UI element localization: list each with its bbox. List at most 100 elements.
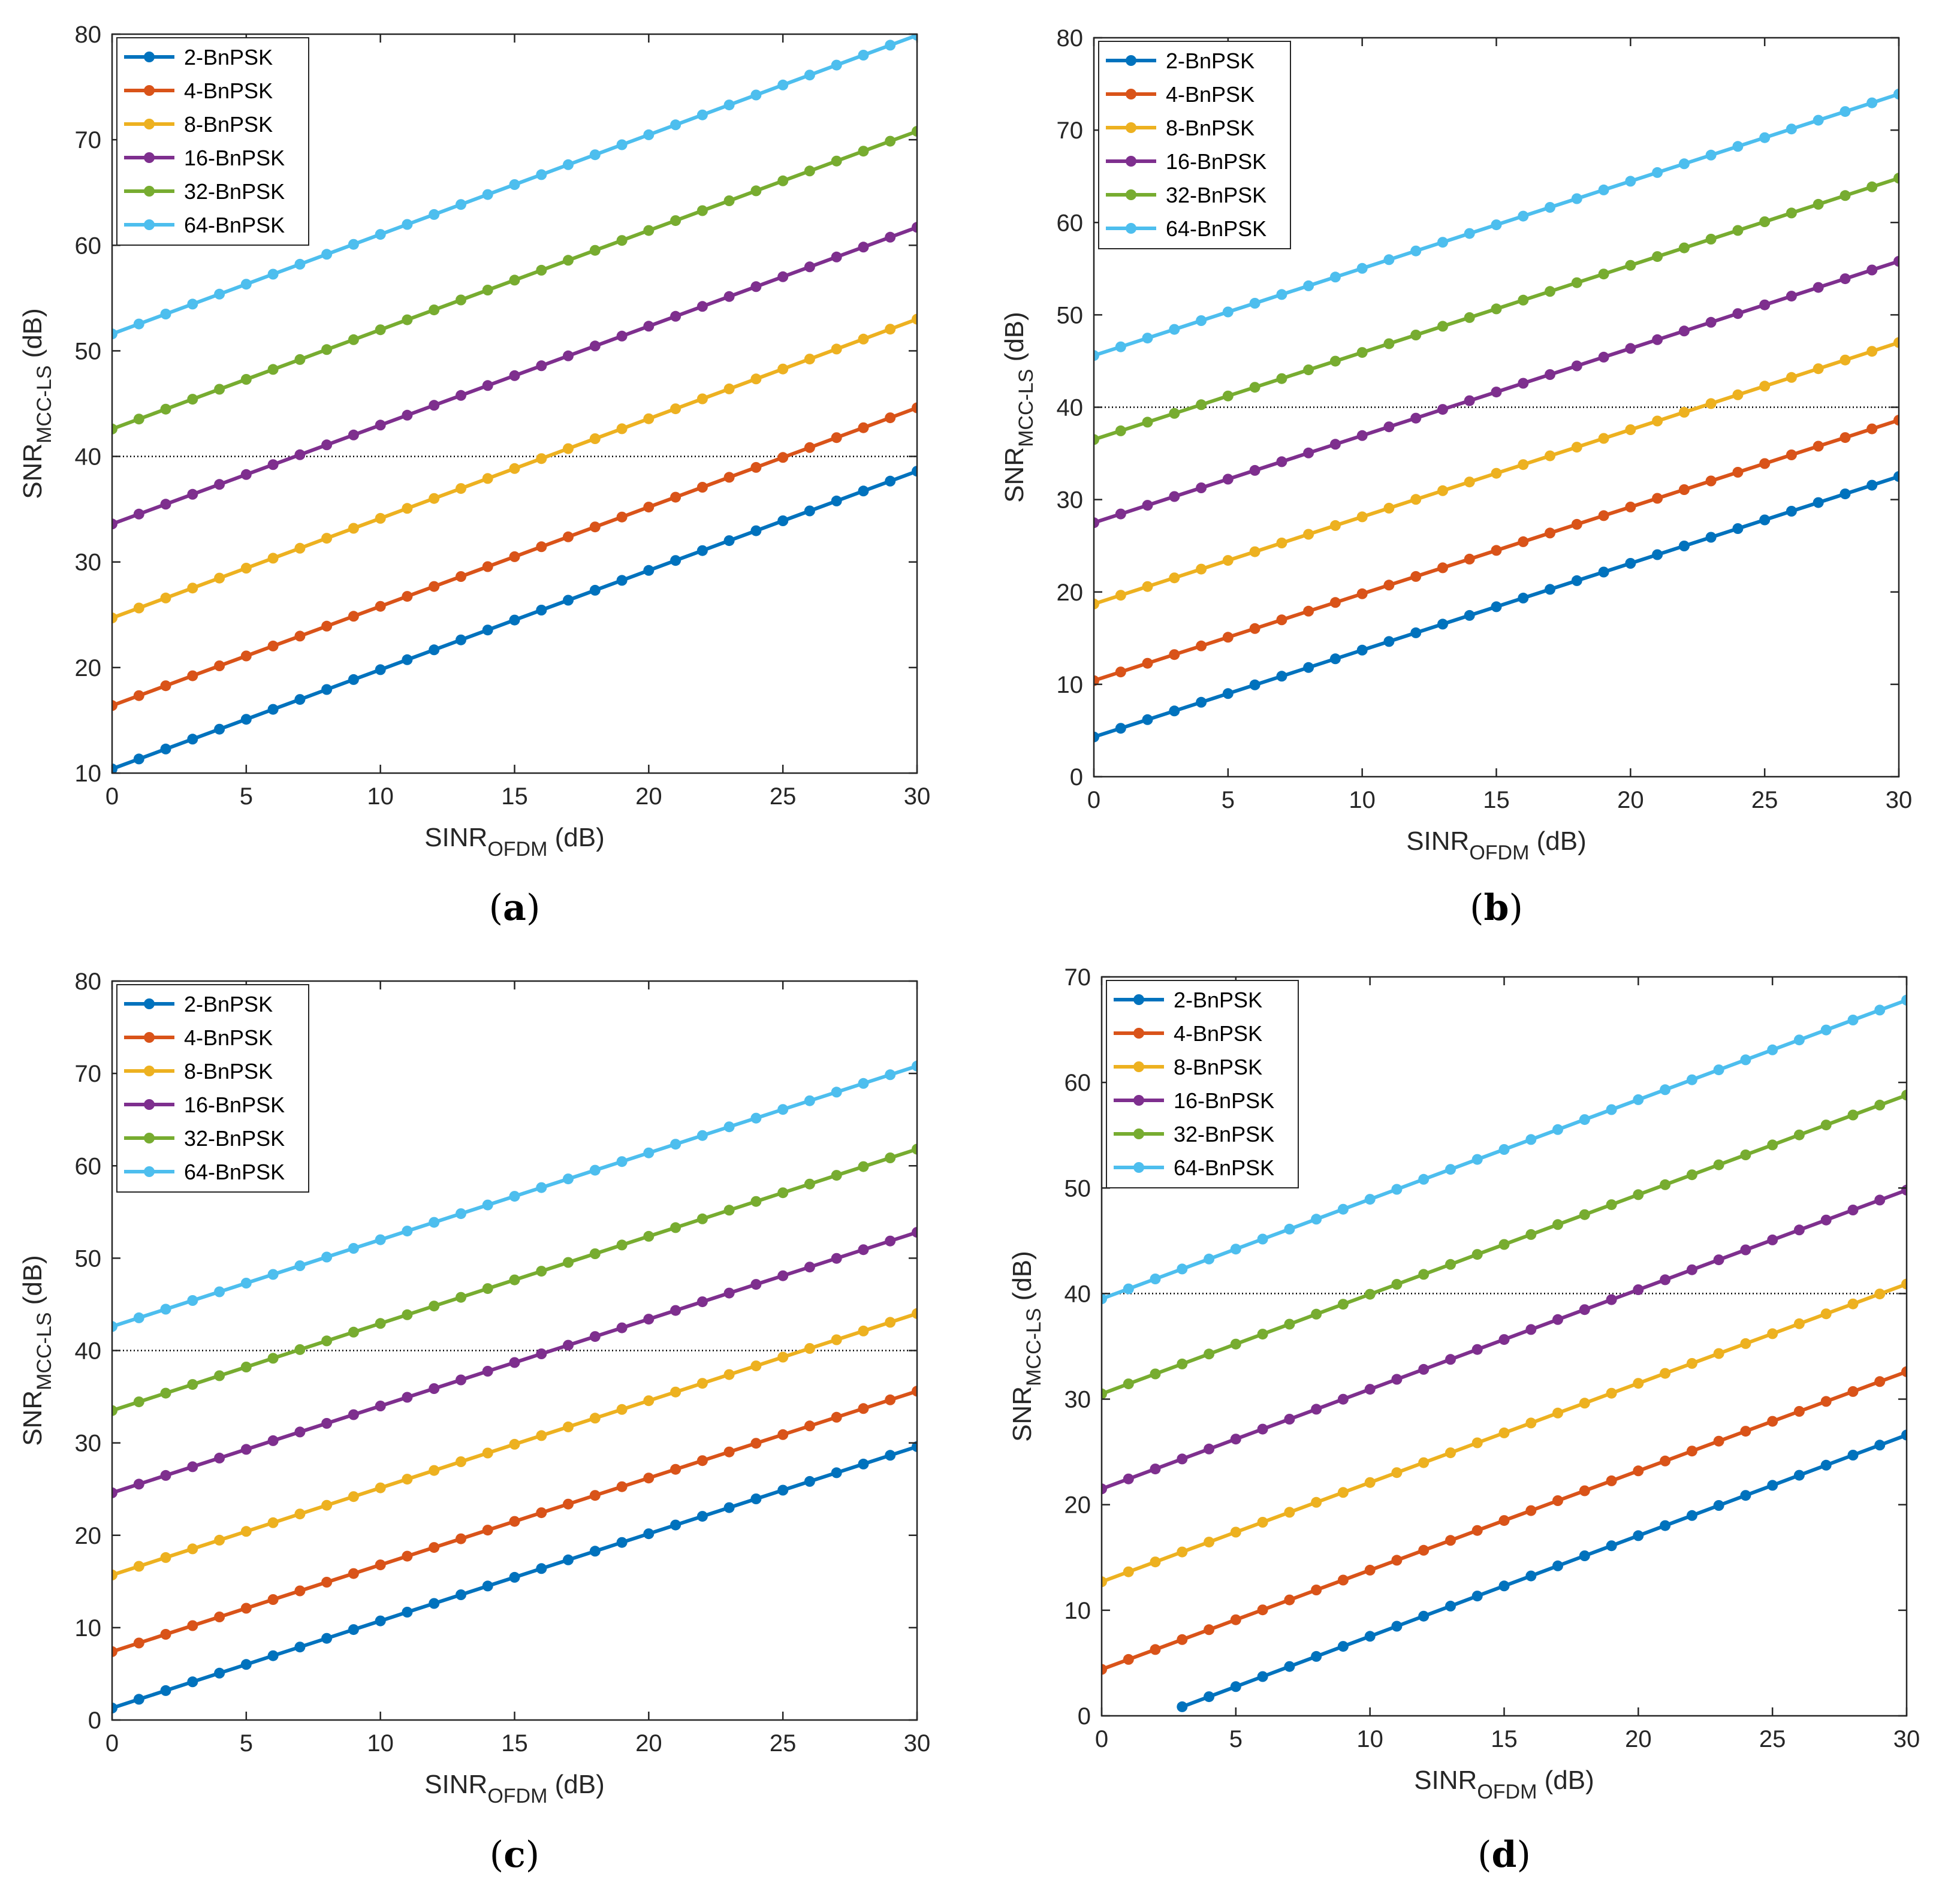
data-point (187, 1543, 198, 1555)
data-point (616, 423, 628, 434)
data-point (1356, 430, 1368, 441)
data-point (1901, 1090, 1907, 1101)
series-32-BnPSK-b (1094, 173, 1899, 445)
data-point (858, 242, 869, 253)
data-point (214, 384, 225, 395)
data-point (1471, 1525, 1483, 1536)
data-point (1445, 1535, 1456, 1546)
series-2-BnPSK-a (112, 466, 917, 773)
data-point (750, 1438, 762, 1449)
data-point (214, 723, 225, 735)
data-point (294, 354, 306, 365)
data-point (112, 1405, 117, 1416)
data-point (1740, 1426, 1751, 1437)
x-tick-label: 0 (105, 1730, 119, 1757)
data-point (1705, 532, 1717, 543)
data-point (348, 1491, 359, 1502)
data-point (240, 374, 252, 385)
data-point (1364, 1564, 1376, 1576)
data-point (1491, 545, 1502, 556)
y-tick-label: 0 (1070, 764, 1083, 790)
y-tick-label: 40 (75, 1338, 102, 1365)
legend-item-8-BnPSK: 8-BnPSK (124, 112, 273, 137)
data-point (536, 1507, 547, 1519)
data-point (429, 209, 440, 220)
data-point (1311, 1214, 1322, 1225)
data-point (214, 1612, 225, 1622)
data-point (348, 611, 359, 622)
legend-box (1098, 41, 1291, 249)
data-point (723, 472, 735, 483)
legend-item-16-BnPSK: 16-BnPSK (124, 146, 285, 170)
legend-marker (1126, 156, 1136, 167)
data-point (348, 334, 359, 345)
data-point (240, 650, 252, 662)
data-point (804, 1178, 815, 1190)
y-tick-label: 50 (1064, 1175, 1091, 1202)
data-point (1545, 369, 1555, 380)
data-point (1491, 219, 1502, 231)
data-point (133, 508, 144, 520)
data-point (1660, 1274, 1671, 1286)
data-point (643, 1395, 655, 1407)
data-point (1866, 423, 1878, 434)
data-point (112, 423, 117, 434)
y-tick-label: 70 (1057, 117, 1084, 144)
data-point (1652, 415, 1663, 427)
data-point (1204, 1253, 1215, 1265)
data-point (1839, 354, 1851, 366)
data-point (1820, 1024, 1832, 1036)
data-point (1874, 1376, 1886, 1387)
data-point (696, 482, 708, 493)
data-point (616, 330, 628, 342)
data-point (804, 70, 815, 81)
legend-item-16-BnPSK: 16-BnPSK (124, 1093, 285, 1117)
legend-item-32-BnPSK: 32-BnPSK (1114, 1122, 1274, 1146)
data-point (831, 432, 842, 443)
series-64-BnPSK-c (112, 1060, 917, 1332)
data-point (723, 195, 735, 206)
data-point (402, 1550, 413, 1562)
legend-label: 64-BnPSK (184, 213, 285, 237)
data-point (133, 414, 144, 425)
data-point (1418, 1173, 1430, 1185)
data-point (1257, 1329, 1268, 1340)
data-point (777, 175, 789, 186)
data-point (482, 380, 493, 391)
data-point (321, 1499, 333, 1511)
data-point (696, 393, 708, 405)
data-point (1383, 421, 1395, 433)
legend-item-8-BnPSK: 8-BnPSK (1114, 1055, 1262, 1079)
legend-marker (144, 186, 155, 197)
data-point (1686, 1169, 1697, 1181)
legend-marker (1133, 1095, 1144, 1106)
data-point (1767, 1044, 1778, 1055)
data-point (321, 1335, 333, 1347)
data-point (804, 165, 815, 177)
data-point (831, 1411, 842, 1423)
data-point (456, 634, 466, 645)
data-point (616, 235, 628, 246)
data-point (1839, 190, 1851, 201)
data-point (187, 1295, 198, 1306)
data-point (1740, 1054, 1751, 1066)
data-point (1364, 1194, 1376, 1205)
data-point (804, 1475, 815, 1487)
legend-item-4-BnPSK: 4-BnPSK (1114, 1021, 1262, 1046)
data-point (1660, 1084, 1671, 1096)
data-point (482, 189, 493, 200)
data-point (804, 1420, 815, 1432)
legend-marker (1133, 1061, 1144, 1072)
data-point (885, 135, 896, 147)
data-point (1713, 1064, 1724, 1076)
data-point (723, 1205, 735, 1216)
panel-caption-a: (a) (489, 887, 541, 929)
data-point (536, 605, 547, 615)
data-point (885, 1235, 896, 1247)
data-point (1606, 1294, 1617, 1305)
data-point (831, 1253, 842, 1264)
data-point (670, 119, 681, 131)
data-point (240, 563, 252, 574)
data-point (831, 155, 842, 167)
data-point (1257, 1233, 1268, 1245)
